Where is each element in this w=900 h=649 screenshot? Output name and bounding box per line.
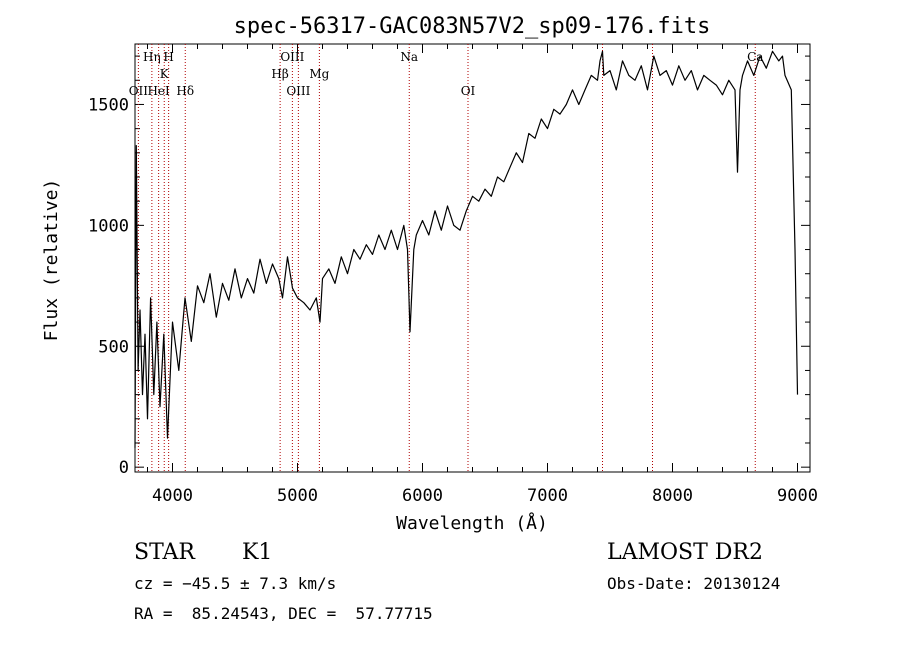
- spectral-line-label: OI: [461, 84, 476, 98]
- spectral-line-label: OIII: [280, 50, 304, 64]
- redshift-readout: cz = −45.5 ± 7.3 km/s: [134, 574, 337, 593]
- x-tick-label: 6000: [402, 486, 443, 506]
- spectral-line-label: HeI: [147, 84, 170, 98]
- x-tick-label: 5000: [277, 486, 318, 506]
- object-class: STAR: [134, 540, 195, 565]
- survey-name: LAMOST DR2: [607, 540, 763, 565]
- plot-area: 4000 5000 6000 7000 8000 9000050010001500OIIH…: [88, 43, 818, 506]
- spectral-line-label: Hβ: [271, 67, 288, 81]
- x-tick-label: 4000: [152, 486, 193, 506]
- chart-title: spec-56317-GAC083N57V2_sp09-176.fits: [234, 14, 711, 39]
- y-tick-label: 0: [119, 458, 129, 478]
- spectral-line-label: H: [163, 50, 173, 64]
- spectral-line-label: Na: [400, 50, 418, 64]
- spectral-line-label: Hδ: [176, 84, 194, 98]
- spectral-line-label: OII: [129, 84, 149, 98]
- spectral-line-label: OIII: [286, 84, 310, 98]
- coordinates-readout: RA = 85.24543, DEC = 57.77715: [134, 604, 433, 623]
- y-tick-label: 1000: [88, 216, 129, 236]
- y-axis-label: Flux (relative): [41, 179, 62, 342]
- plot-frame: [134, 43, 811, 473]
- x-tick-label: 7000: [527, 486, 568, 506]
- x-tick-label: 9000: [777, 486, 818, 506]
- observation-date: Obs-Date: 20130124: [607, 574, 781, 593]
- spectral-line-label: Ca: [747, 50, 763, 64]
- x-axis-label: Wavelength (Å): [396, 512, 548, 534]
- y-tick-label: 500: [98, 337, 129, 357]
- object-subclass: K1: [242, 540, 273, 565]
- spectral-line-label: K: [160, 67, 170, 81]
- spectral-line-label: Mg: [309, 67, 329, 81]
- spectrum-series-line: [134, 50, 799, 448]
- x-tick-label: 8000: [652, 486, 693, 506]
- spectral-line-label: Hη: [143, 50, 161, 64]
- y-tick-label: 1500: [88, 95, 129, 115]
